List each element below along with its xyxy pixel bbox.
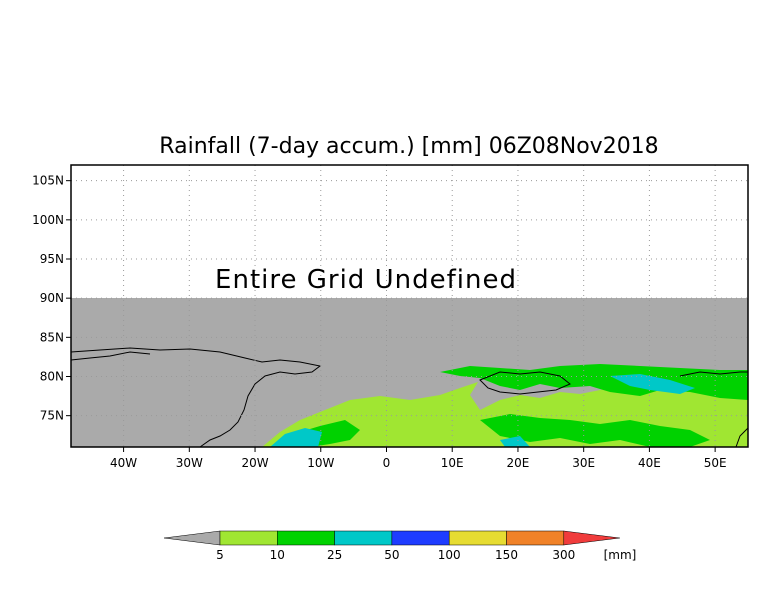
arctic-islands-coastline [70,351,151,361]
precip-area-green-north [440,364,748,400]
lon-tick-label: 30W [176,456,203,470]
longitude-axis: 40W 30W 20W 10W 0 10E 20E 30E 40E 50E [110,447,727,470]
colorbar-unit: [mm] [604,548,637,562]
lat-tick-label: 85N [40,330,64,344]
colorbar-over-triangle [563,530,620,546]
lon-tick-label: 40E [638,456,661,470]
lat-tick-label: 80N [40,370,64,384]
lat-tick-label: 95N [40,252,64,266]
lat-tick-label: 90N [40,291,64,305]
colorbar-label: 150 [495,548,518,562]
lon-tick-label: 30E [572,456,595,470]
precip-area-teal-west [270,428,322,447]
lat-tick-label: 75N [40,409,64,423]
lon-tick-label: 20W [241,456,268,470]
undefined-grid-message: Entire Grid Undefined [215,265,517,295]
colorbar-label: 10 [270,548,285,562]
lon-tick-label: 40W [110,456,137,470]
lon-tick-label: 10W [307,456,334,470]
lon-tick-label: 20E [507,456,530,470]
map-title: Rainfall (7-day accum.) [mm] 06Z08Nov201… [159,134,658,159]
precip-area-green-south [480,414,710,447]
colorbar-bin [448,530,507,546]
colorbar-bin [334,530,393,546]
novaya-zemlya-coastline [735,427,749,448]
colorbar-label: 300 [552,548,575,562]
colorbar-bin [506,530,565,546]
colorbar-bin [277,530,335,546]
colorbar-bin [391,530,450,546]
latitude-axis: 75N 80N 85N 90N 95N 100N 105N [32,174,71,423]
colorbar-label: 5 [216,548,224,562]
lat-tick-label: 100N [32,213,64,227]
precip-area-teal-south [500,436,530,447]
lon-tick-label: 50E [704,456,727,470]
colorbar-label: 100 [438,548,461,562]
franz-josef-coastline [679,371,748,377]
colorbar-label: 50 [384,548,399,562]
colorbar: 5 10 25 50 100 150 300 [mm] [163,530,637,562]
greenland-coastline [70,347,322,448]
lon-tick-label: 10E [441,456,464,470]
svalbard-coastline [479,371,571,395]
precip-area-teal-east [610,374,695,394]
precip-layer [262,364,748,447]
colorbar-bin [219,530,278,546]
colorbar-under-triangle [163,530,221,546]
gridlines [71,165,748,447]
map-border [70,164,749,448]
coastlines [70,347,749,448]
lat-tick-label: 105N [32,174,64,188]
lon-tick-label: 0 [383,456,391,470]
colorbar-label: 25 [327,548,342,562]
